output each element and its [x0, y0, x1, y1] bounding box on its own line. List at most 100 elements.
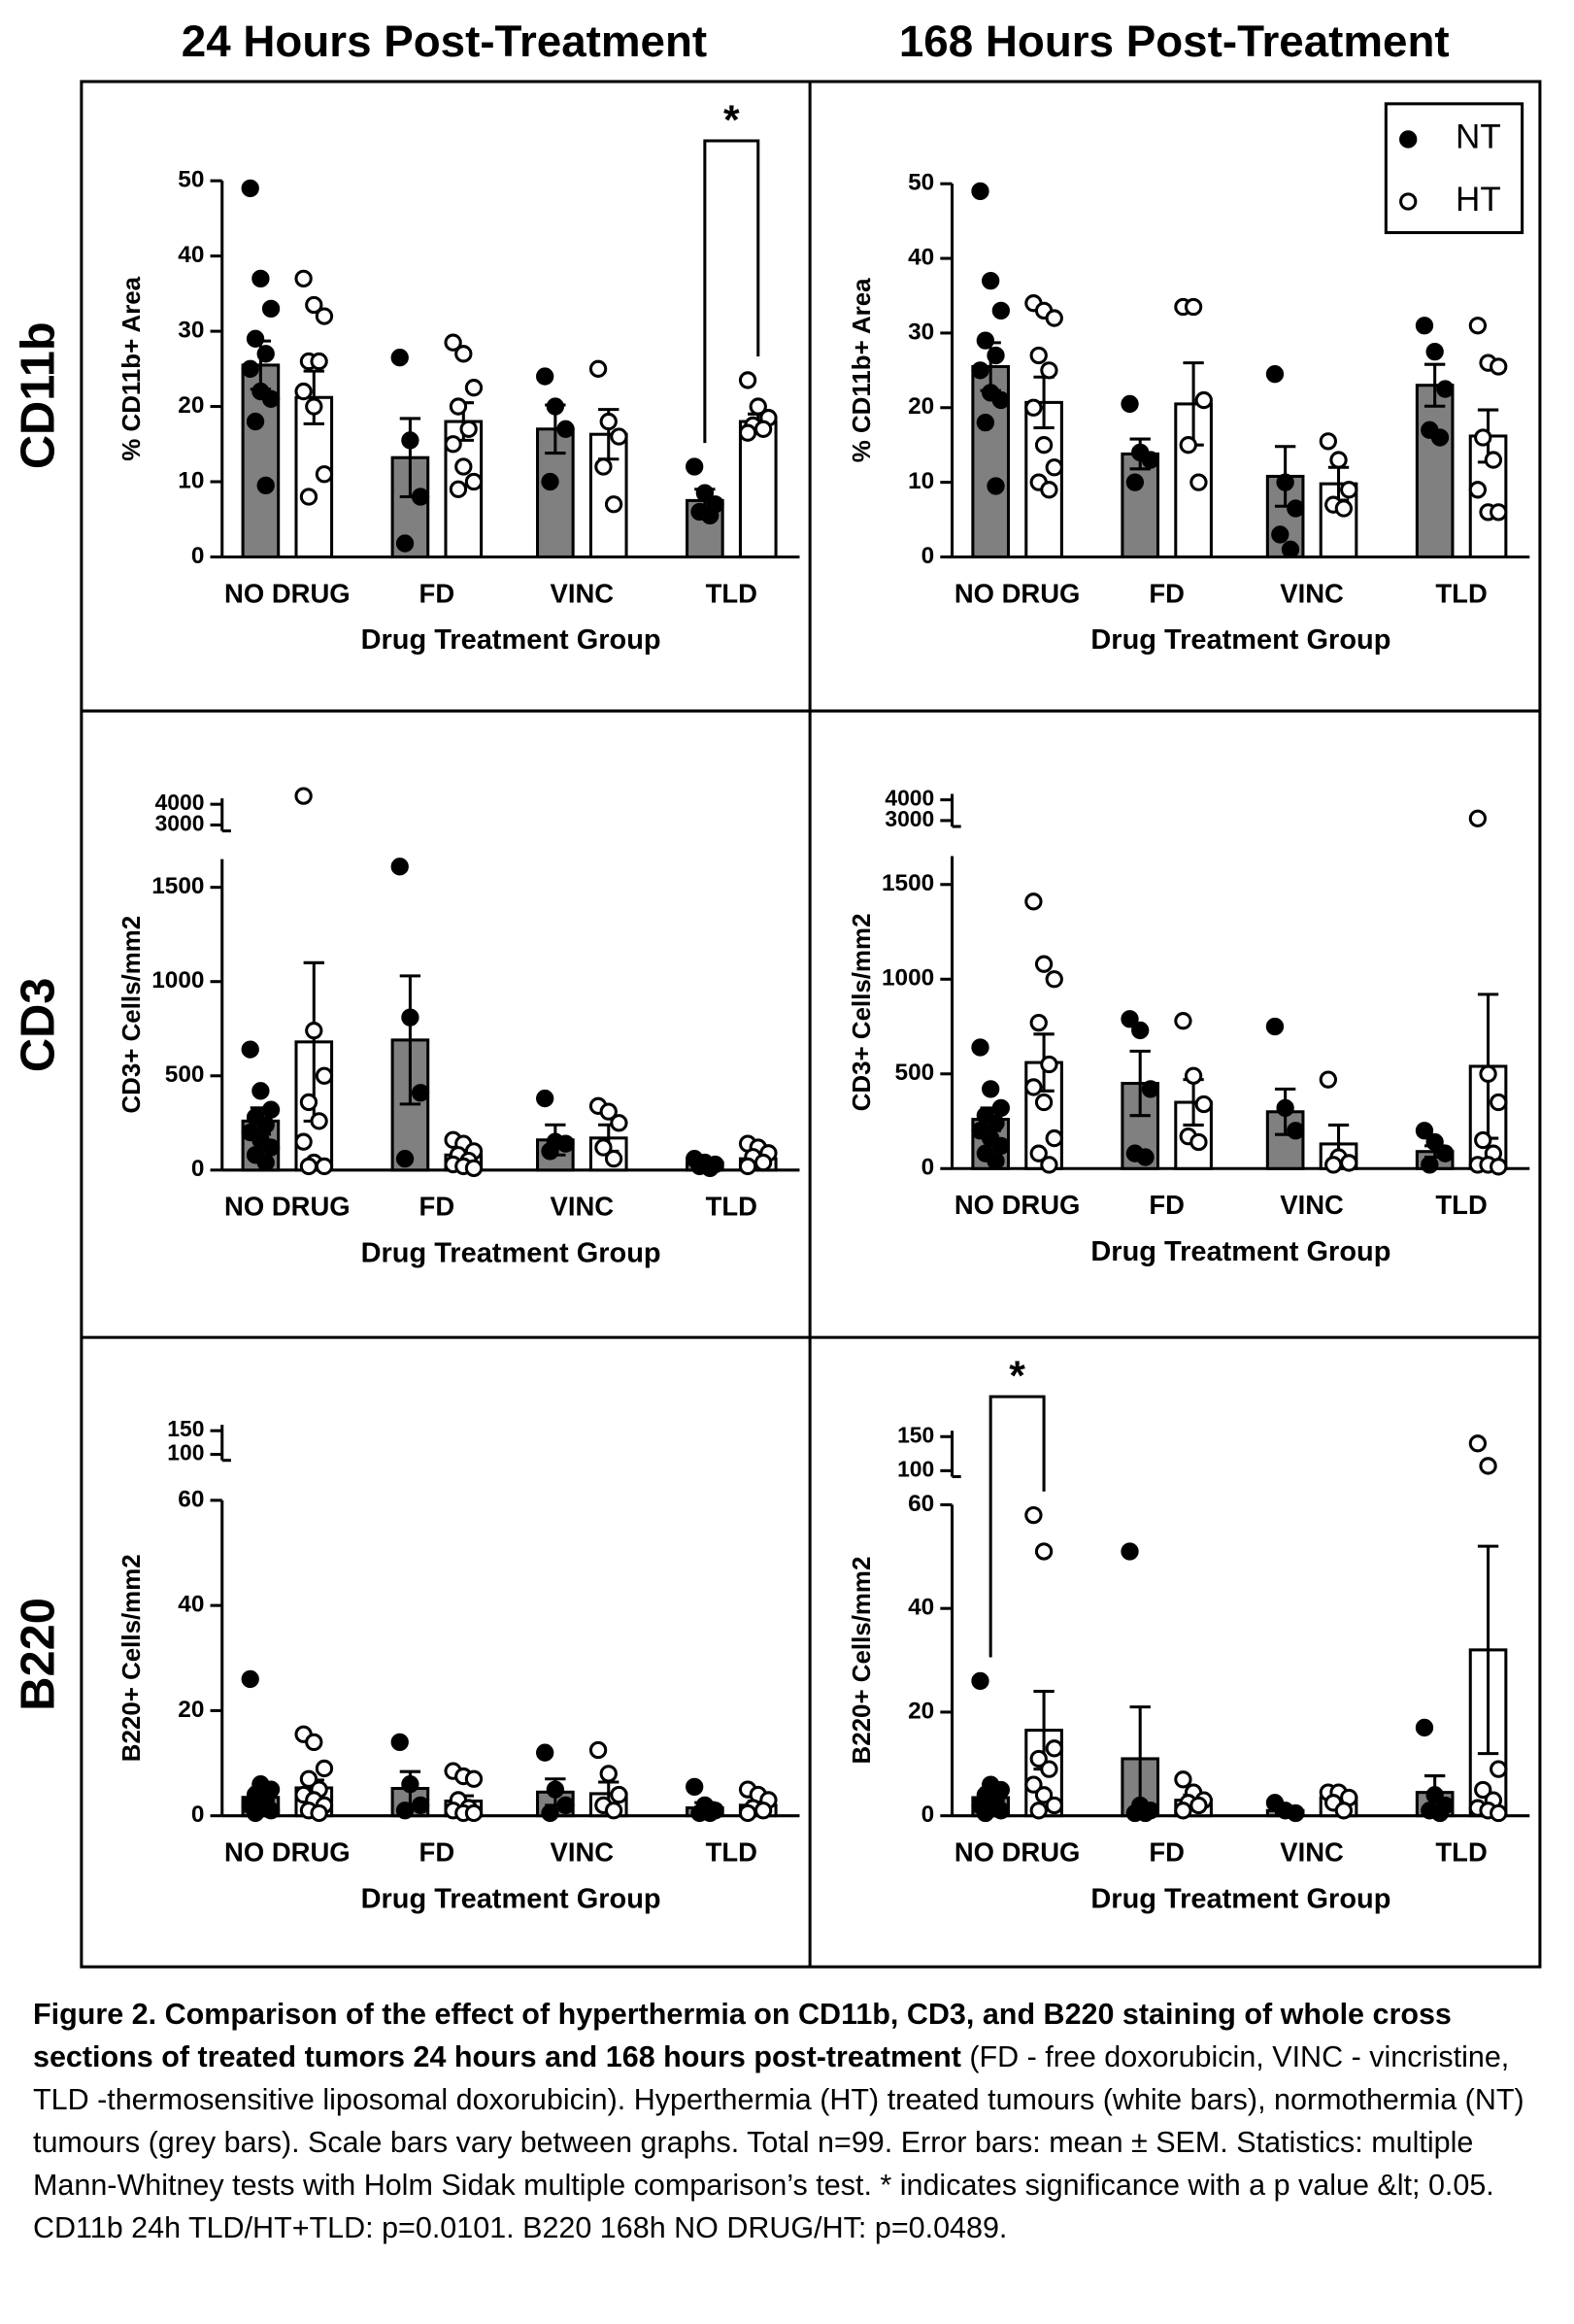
data-point [982, 1080, 1000, 1098]
data-point [315, 1157, 334, 1176]
data-point [738, 1803, 757, 1823]
legend-marker [1399, 130, 1418, 149]
data-point [310, 1112, 328, 1130]
x-axis-label: Drug Treatment Group [1090, 1883, 1390, 1914]
column-title: 168 Hours Post-Treatment [899, 17, 1450, 66]
data-point [1194, 1095, 1213, 1114]
bar [738, 420, 778, 559]
y-tick-label: 3000 [155, 811, 205, 836]
data-point [1136, 1803, 1155, 1823]
data-point [991, 301, 1011, 320]
data-point [1468, 481, 1488, 499]
data-point [305, 1022, 323, 1040]
data-point [1265, 365, 1285, 384]
data-point [1189, 473, 1208, 491]
x-axis-label: Drug Treatment Group [1090, 624, 1390, 656]
x-axis-label: Drug Treatment Group [1090, 1236, 1390, 1267]
data-point [1415, 1122, 1434, 1140]
data-point [987, 346, 1005, 365]
data-point [695, 484, 715, 502]
data-point [754, 1153, 773, 1172]
x-tick-label: FD [1149, 578, 1185, 608]
data-point [686, 1777, 704, 1797]
data-point [1276, 1098, 1294, 1118]
data-point [310, 352, 328, 371]
data-point [599, 1102, 618, 1121]
data-point [305, 295, 323, 315]
data-point [1024, 398, 1043, 417]
data-point [444, 435, 462, 454]
data-point [1468, 317, 1488, 335]
data-point [594, 1138, 613, 1157]
data-point [315, 1759, 334, 1778]
data-point [546, 397, 564, 416]
data-point [464, 1159, 484, 1178]
data-point [1281, 540, 1300, 558]
data-point [1329, 451, 1348, 469]
data-point [395, 1150, 415, 1168]
y-tick-label: 0 [921, 1802, 935, 1828]
x-tick-label: TLD [1435, 578, 1487, 608]
data-point [390, 349, 409, 367]
data-point [738, 423, 757, 442]
data-point [991, 1098, 1011, 1118]
data-point [546, 1780, 564, 1799]
data-point [464, 472, 484, 491]
data-point [401, 1008, 419, 1027]
data-point [1174, 1012, 1192, 1030]
x-tick-label: VINC [551, 1192, 615, 1222]
data-point [1474, 1780, 1492, 1800]
data-point [971, 1671, 989, 1691]
data-point [261, 299, 281, 318]
data-point [971, 361, 989, 380]
legend-marker [1399, 192, 1418, 211]
data-point [1189, 1796, 1208, 1815]
data-point [246, 412, 265, 431]
x-tick-label: FD [419, 578, 455, 608]
data-point [251, 1082, 270, 1100]
y-axis-label: CD3+ Cells/mm2 [118, 916, 146, 1114]
data-point [401, 1775, 419, 1794]
data-point [299, 488, 318, 506]
data-point [256, 476, 275, 495]
y-axis-label: % CD11b+ Area [849, 278, 876, 462]
data-point [1125, 473, 1145, 491]
x-tick-label: VINC [551, 578, 615, 608]
data-point [604, 1802, 623, 1820]
y-tick-label: 40 [178, 242, 204, 268]
data-point [982, 271, 1000, 290]
data-point [454, 457, 473, 476]
significance-label: * [723, 97, 740, 144]
data-point [1045, 1796, 1063, 1815]
y-tick-label: 0 [191, 1156, 205, 1182]
data-point [1474, 1130, 1492, 1150]
data-point [604, 495, 623, 514]
x-tick-label: FD [419, 1837, 455, 1868]
data-point [1040, 1055, 1058, 1074]
data-point [464, 1803, 484, 1823]
y-tick-label: 20 [908, 393, 934, 420]
data-point [444, 333, 462, 352]
data-point [1131, 1021, 1150, 1040]
data-point [991, 1802, 1011, 1820]
data-point [1045, 458, 1063, 477]
y-tick-label: 10 [178, 467, 204, 493]
data-point [305, 1733, 323, 1752]
y-tick-label: 1500 [882, 870, 934, 896]
data-point [541, 1142, 559, 1161]
data-point [1484, 451, 1503, 469]
data-point [395, 1802, 415, 1820]
data-point [1490, 1760, 1508, 1778]
x-tick-label: VINC [1280, 578, 1344, 608]
data-point [464, 1769, 484, 1788]
data-point [315, 1066, 334, 1085]
data-point [976, 1803, 994, 1823]
data-point [1319, 432, 1338, 451]
data-point [1136, 1148, 1155, 1166]
data-point [1024, 1078, 1043, 1096]
data-point [1045, 1739, 1063, 1758]
y-tick-label: 0 [921, 543, 935, 569]
data-point [261, 1138, 281, 1157]
y-tick-label: 3000 [885, 806, 934, 831]
data-point [1490, 1158, 1508, 1176]
